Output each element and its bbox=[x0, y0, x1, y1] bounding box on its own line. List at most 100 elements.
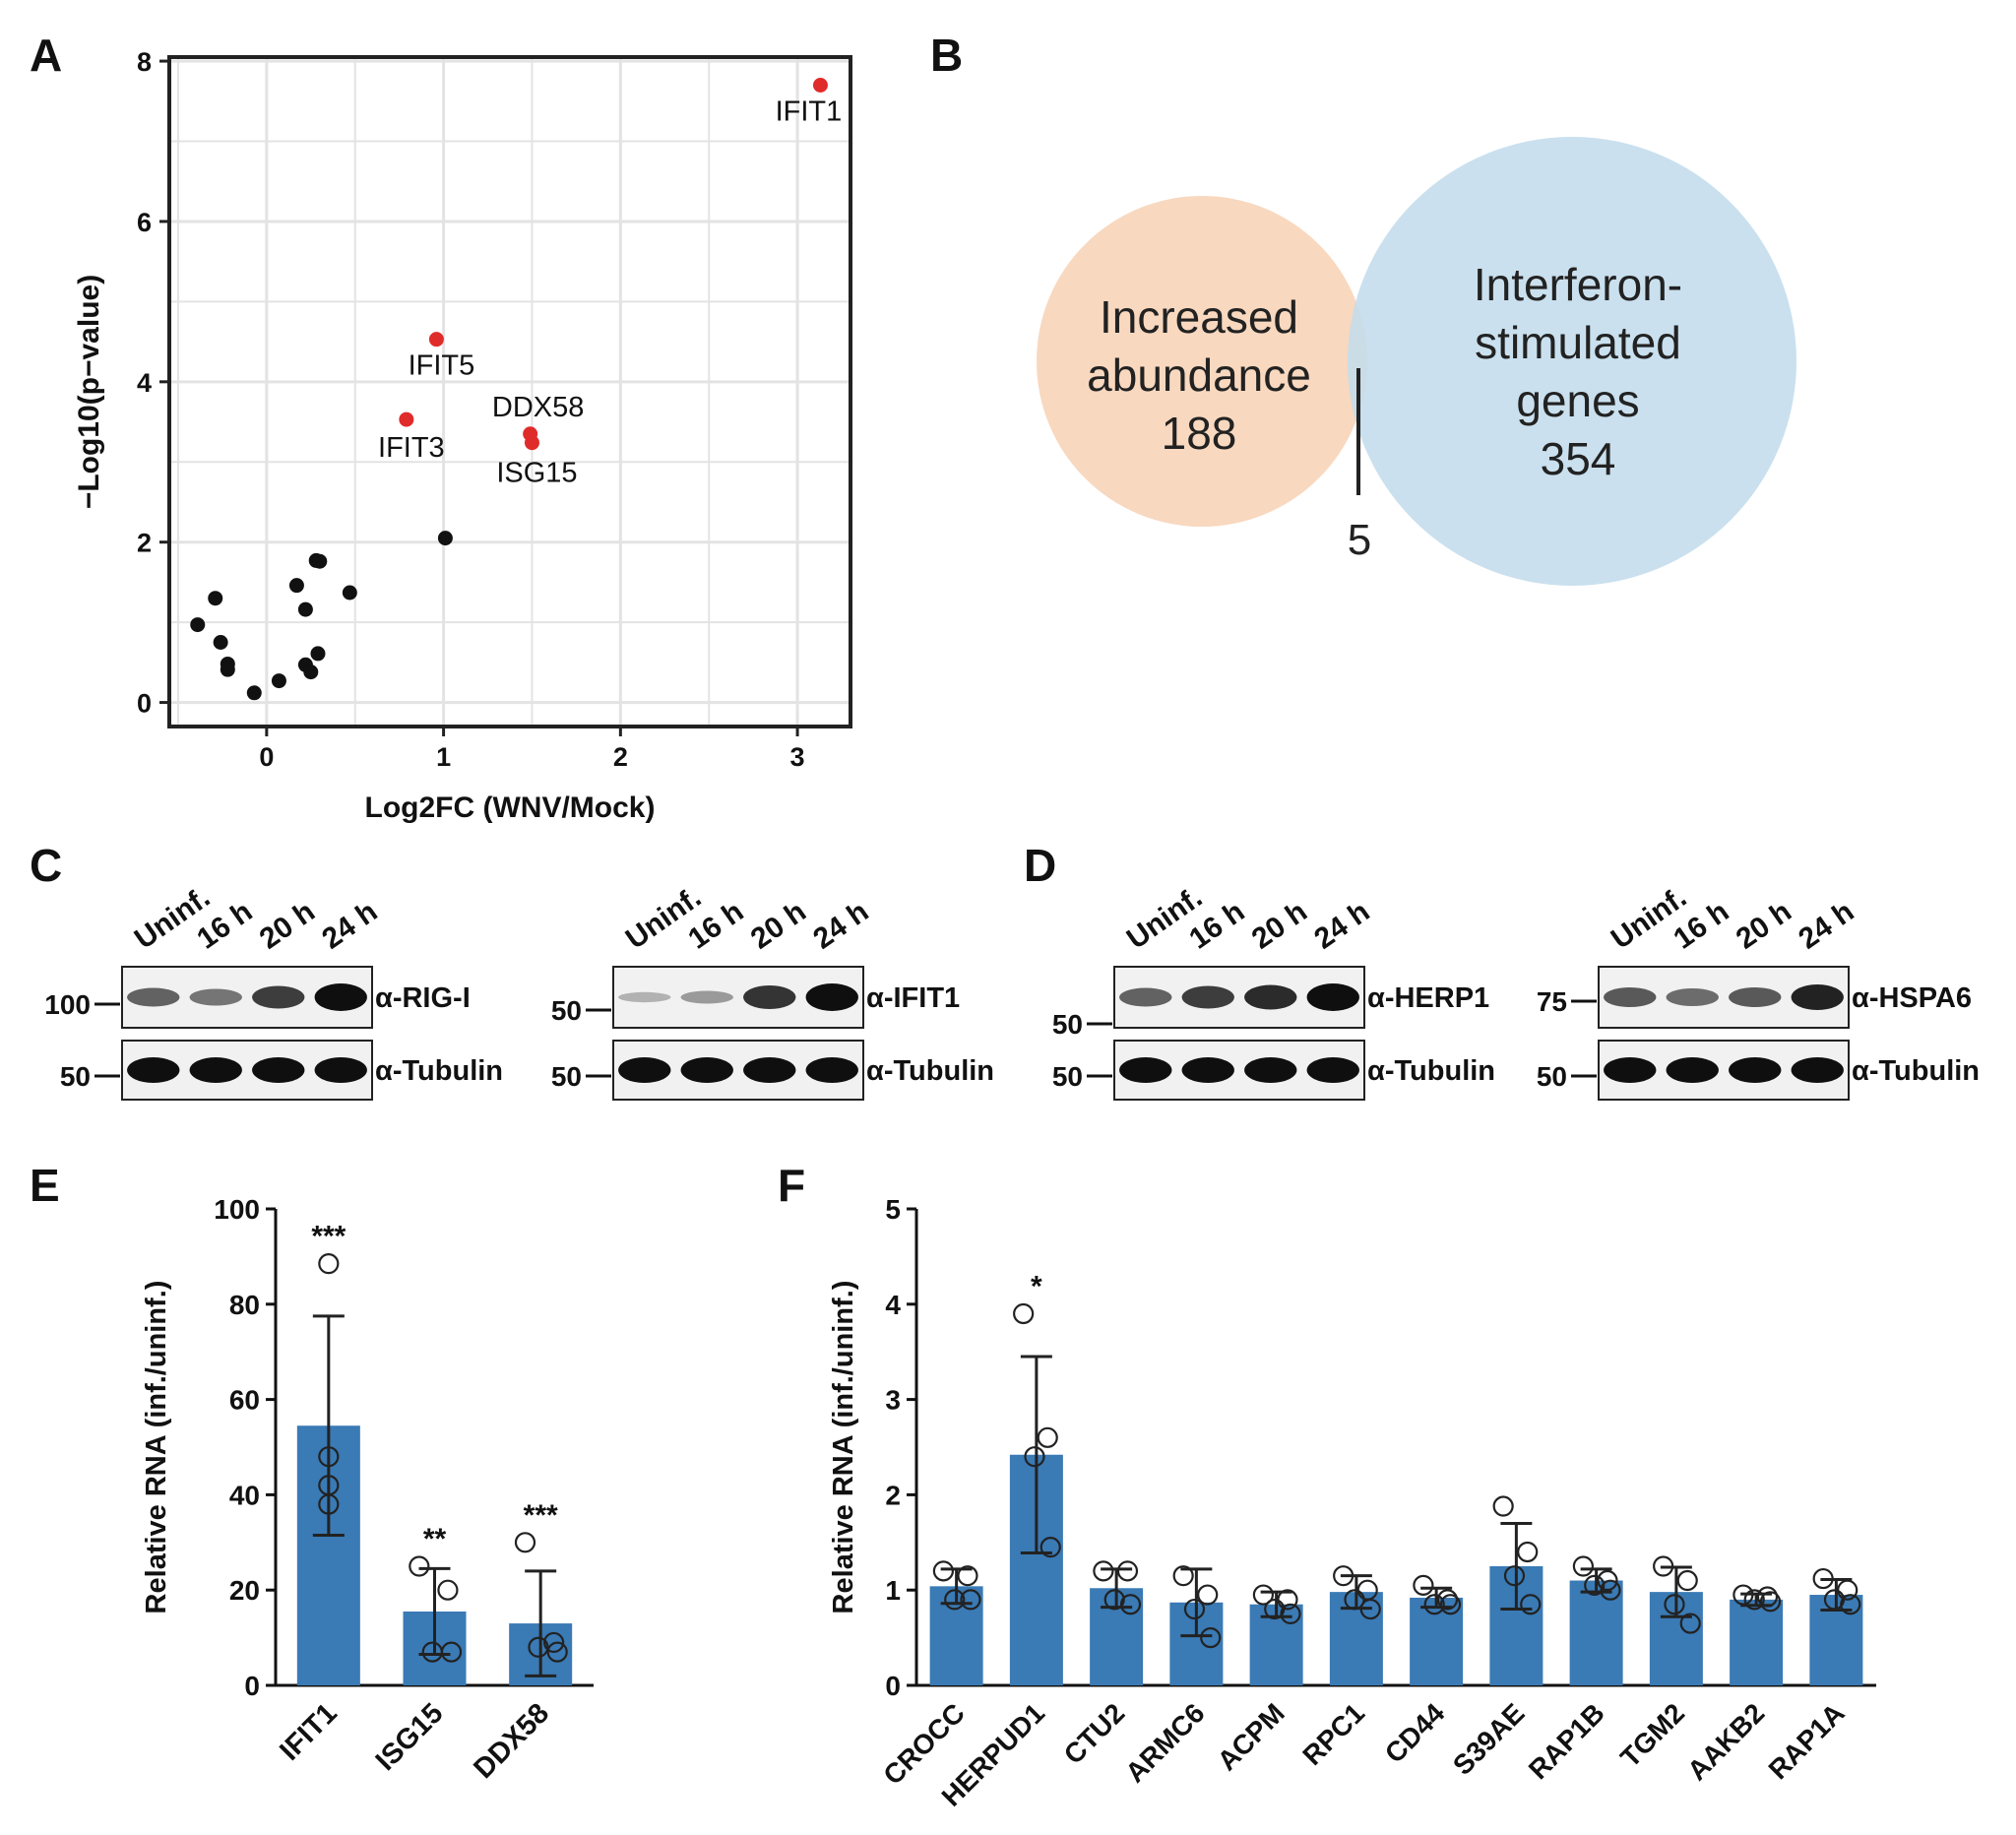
venn-left-label: Increased bbox=[1100, 291, 1298, 343]
replicate-point bbox=[1359, 1598, 1381, 1620]
replicate-point bbox=[1264, 1598, 1286, 1620]
mw-marker: 50 bbox=[1052, 1061, 1083, 1092]
y-tick-label: 4 bbox=[137, 368, 152, 398]
blot-band bbox=[743, 1057, 796, 1083]
data-point bbox=[288, 578, 304, 594]
blot-band bbox=[1666, 988, 1719, 1006]
blot-band bbox=[189, 988, 242, 1006]
y-tick-label: 0 bbox=[244, 1671, 260, 1701]
data-point bbox=[208, 591, 223, 606]
replicate-point bbox=[1823, 1589, 1846, 1611]
y-tick-label: 6 bbox=[137, 208, 152, 237]
replicate-point bbox=[528, 1636, 549, 1658]
replicate-point bbox=[1759, 1591, 1782, 1613]
lane-label: 20 h bbox=[745, 895, 812, 955]
blot-band bbox=[1181, 1057, 1234, 1083]
point-label: IFIT1 bbox=[776, 96, 843, 128]
replicate-point bbox=[1439, 1594, 1462, 1615]
y-tick-label: 4 bbox=[885, 1290, 901, 1320]
data-point bbox=[342, 585, 357, 601]
blot-band bbox=[618, 991, 671, 1003]
category-label: AAKB2 bbox=[1681, 1697, 1770, 1786]
replicate-point bbox=[437, 1579, 459, 1601]
x-tick-label: 1 bbox=[436, 742, 451, 772]
mw-marker: 100 bbox=[44, 989, 91, 1020]
venn-panel-b: Increased abundance 188 Interferon-stimulat… bbox=[1037, 137, 1796, 586]
highlight-point bbox=[812, 78, 828, 94]
replicate-point bbox=[514, 1532, 536, 1553]
replicate-point bbox=[1423, 1594, 1445, 1615]
replicate-point bbox=[546, 1641, 568, 1663]
category-label: ACPM bbox=[1212, 1697, 1291, 1776]
replicate-point bbox=[1093, 1560, 1114, 1582]
replicate-point bbox=[1584, 1574, 1606, 1596]
replicate-point bbox=[1676, 1569, 1698, 1592]
blot-band bbox=[252, 985, 305, 1009]
mw-marker: 50 bbox=[1537, 1061, 1567, 1092]
blot-band bbox=[1306, 1057, 1359, 1083]
y-tick-label: 40 bbox=[229, 1480, 260, 1510]
blot-band bbox=[1181, 985, 1234, 1009]
blot-band bbox=[314, 1057, 367, 1083]
data-point bbox=[271, 673, 286, 689]
replicate-point bbox=[932, 1560, 954, 1582]
blot-band bbox=[1729, 987, 1782, 1007]
panel-label-e: E bbox=[30, 1160, 60, 1211]
x-tick-label: 3 bbox=[790, 742, 805, 772]
y-tick-label: 1 bbox=[885, 1575, 901, 1606]
mw-marker: 75 bbox=[1537, 986, 1567, 1017]
replicate-point bbox=[1197, 1584, 1219, 1606]
highlight-point bbox=[399, 411, 414, 427]
point-label: IFIT5 bbox=[409, 350, 475, 382]
blot-band bbox=[1729, 1057, 1782, 1083]
point-label: DDX58 bbox=[492, 392, 585, 423]
replicate-point bbox=[1517, 1541, 1539, 1563]
mw-marker: 50 bbox=[551, 995, 582, 1026]
data-point bbox=[220, 662, 235, 677]
lane-label: 20 h bbox=[254, 895, 321, 955]
venn-circle-increased bbox=[1037, 196, 1367, 527]
replicate-point bbox=[1756, 1586, 1779, 1608]
y-axis-label: −Log10(p−value) bbox=[73, 275, 105, 509]
mw-marker: 50 bbox=[60, 1061, 91, 1092]
antibody-label: α-HERP1 bbox=[1367, 982, 1489, 1014]
replicate-point bbox=[1664, 1594, 1685, 1615]
significance-marker: *** bbox=[524, 1499, 558, 1532]
data-point bbox=[303, 664, 319, 680]
venn-left-label: abundance bbox=[1087, 349, 1311, 401]
blot-band bbox=[680, 1057, 733, 1083]
category-label: CD44 bbox=[1379, 1697, 1451, 1769]
antibody-label: α-Tubulin bbox=[866, 1055, 994, 1087]
replicate-point bbox=[1172, 1565, 1194, 1587]
replicate-point bbox=[1024, 1446, 1045, 1468]
replicate-point bbox=[1679, 1613, 1701, 1634]
y-axis-label: Relative RNA (inf./uninf.) bbox=[828, 1281, 859, 1614]
category-label: RAP1B bbox=[1523, 1697, 1610, 1785]
replicate-point bbox=[1280, 1603, 1301, 1625]
venn-right-label: stimulated bbox=[1475, 317, 1681, 368]
blot-band bbox=[680, 990, 733, 1004]
blot-band bbox=[1306, 983, 1359, 1011]
point-label: ISG15 bbox=[496, 458, 577, 489]
category-label: RPC1 bbox=[1296, 1697, 1370, 1771]
replicate-point bbox=[1103, 1589, 1125, 1611]
replicate-point bbox=[1503, 1565, 1526, 1587]
lane-label: 24 h bbox=[316, 895, 383, 955]
x-tick-label: 2 bbox=[613, 742, 628, 772]
venn-right-label: Interferon- bbox=[1474, 259, 1682, 310]
replicate-point bbox=[1653, 1555, 1674, 1577]
replicate-point bbox=[1732, 1584, 1754, 1606]
antibody-label: α-Tubulin bbox=[1852, 1055, 1980, 1087]
panel-label-a: A bbox=[30, 30, 62, 81]
replicate-point bbox=[957, 1565, 978, 1587]
antibody-label: α-Tubulin bbox=[375, 1055, 503, 1087]
antibody-label: α-RIG-I bbox=[375, 982, 471, 1014]
blot-band bbox=[805, 1057, 858, 1083]
panel-label-f: F bbox=[778, 1160, 805, 1211]
blot-band bbox=[1119, 1057, 1172, 1083]
blot-band bbox=[189, 1057, 242, 1083]
blot-band bbox=[618, 1057, 671, 1083]
blot-band bbox=[127, 1057, 180, 1083]
blot-band bbox=[1244, 1057, 1297, 1083]
